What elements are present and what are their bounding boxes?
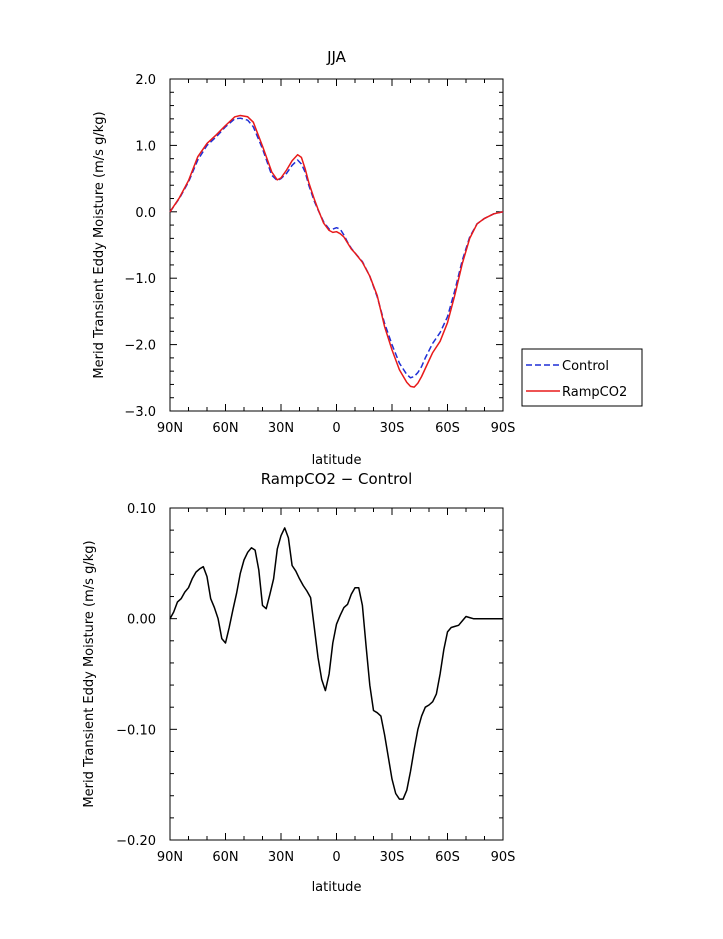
chart-bottom: RampCO2 − Control 90N 60N 30N 0 30S 60S 90S 0.10…	[82, 470, 515, 895]
x-tick-label: 90N	[157, 850, 183, 865]
y-tick-label: −1.0	[124, 272, 156, 287]
series-line-control	[169, 117, 504, 379]
y-tick-label: −3.0	[124, 405, 156, 420]
plot-frame	[169, 507, 504, 841]
legend-label-rampco2: RampCO2	[562, 385, 627, 400]
y-tick-label: 0.00	[127, 613, 156, 628]
legend-box	[521, 348, 643, 407]
chart-title: RampCO2 − Control	[261, 470, 413, 488]
y-axis-label: Merid Transient Eddy Moisture (m/s g/kg)	[92, 111, 107, 378]
legend-label-control: Control	[562, 359, 609, 374]
x-axis-label: latitude	[312, 453, 362, 468]
x-tick-label: 60S	[435, 850, 460, 865]
x-tick-label: 0	[332, 850, 340, 865]
series-line-rampco2	[169, 114, 504, 388]
chart-title: JJA	[326, 48, 347, 66]
x-tick-label: 30N	[268, 850, 294, 865]
x-tick-label: 60S	[435, 421, 460, 436]
y-tick-label: −2.0	[124, 339, 156, 354]
x-tick-label: 90S	[491, 850, 516, 865]
y-axis-label: Merid Transient Eddy Moisture (m/s g/kg)	[82, 540, 97, 807]
y-tick-label: 1.0	[135, 139, 156, 154]
x-tick-label: 60N	[212, 421, 238, 436]
x-tick-label: 90N	[157, 421, 183, 436]
y-tick-label: −0.10	[116, 723, 156, 738]
y-tick-label: 0.10	[127, 502, 156, 517]
x-tick-label: 60N	[212, 850, 238, 865]
series-line-difference	[169, 527, 503, 800]
y-tick-label: 0.0	[135, 206, 156, 221]
x-tick-label: 0	[332, 421, 340, 436]
y-tick-label: −0.20	[116, 834, 156, 849]
x-tick-label: 30S	[380, 421, 405, 436]
x-tick-label: 90S	[491, 421, 516, 436]
x-axis-label: latitude	[312, 880, 362, 895]
plot-frame	[169, 78, 504, 412]
x-tick-label: 30S	[380, 850, 405, 865]
x-tick-label: 30N	[268, 421, 294, 436]
y-tick-label: 2.0	[135, 73, 156, 88]
chart-top: JJA 90N 60N 30N 0 30S 60S 90S 2.0 1.0 0.0 −1.0 −2.0 −…	[92, 48, 643, 468]
